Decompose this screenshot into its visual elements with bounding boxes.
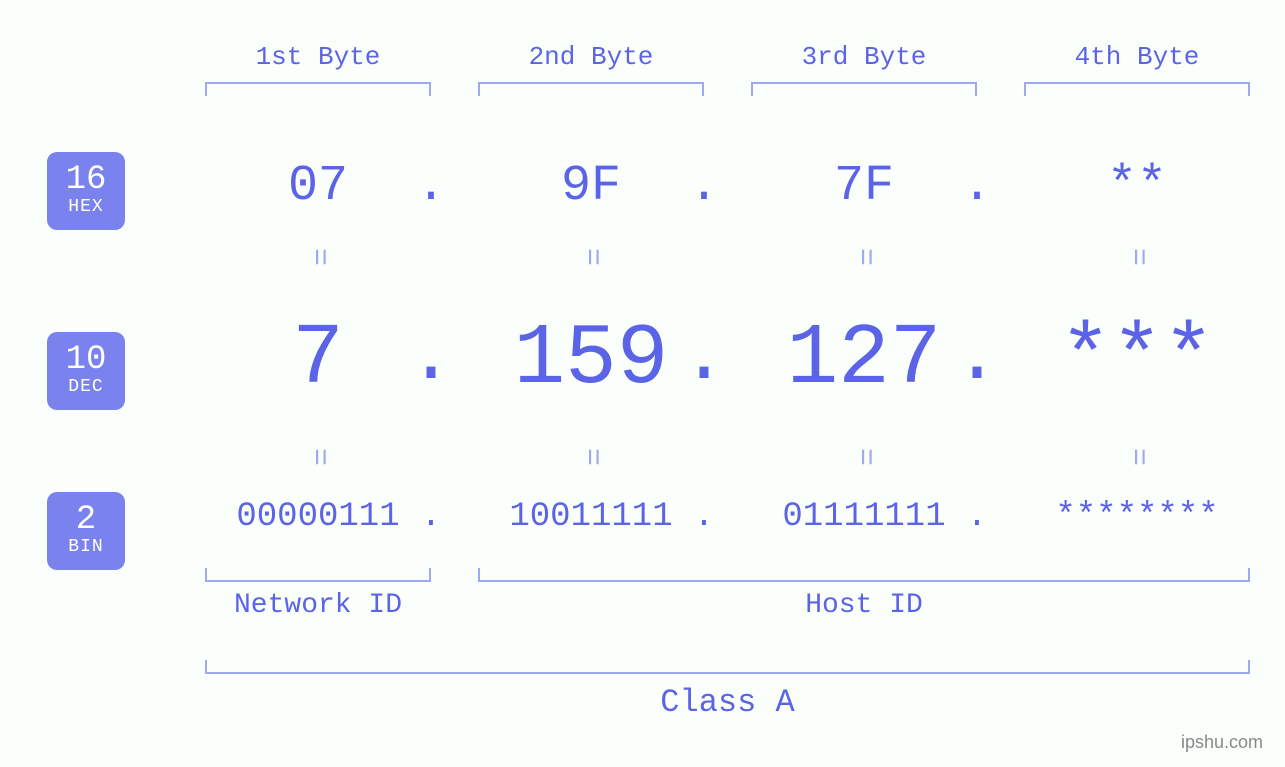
hex-byte-3: 7F xyxy=(751,158,977,215)
network-bracket xyxy=(205,568,431,582)
dec-byte-3: 127 xyxy=(751,310,977,408)
ip-diagram: 1st Byte 2nd Byte 3rd Byte 4th Byte 16 H… xyxy=(0,0,1285,767)
eq-hex-dec-4: = xyxy=(1120,242,1154,272)
eq-dec-bin-1: = xyxy=(301,442,335,472)
hex-dot-2: . xyxy=(684,158,724,215)
byte-header-1: 1st Byte xyxy=(205,42,431,72)
dec-dot-2: . xyxy=(679,314,729,402)
dec-dot-3: . xyxy=(952,314,1002,402)
base-badge-dec: 10 DEC xyxy=(47,332,125,410)
bin-dot-3: . xyxy=(962,498,992,536)
bin-dot-1: . xyxy=(416,498,446,536)
byte-header-3: 3rd Byte xyxy=(751,42,977,72)
byte-header-2: 2nd Byte xyxy=(478,42,704,72)
base-num-bin: 2 xyxy=(76,503,96,537)
dec-byte-1: 7 xyxy=(205,310,431,408)
watermark: ipshu.com xyxy=(1181,732,1263,753)
hex-dot-3: . xyxy=(957,158,997,215)
byte-header-4: 4th Byte xyxy=(1024,42,1250,72)
eq-hex-dec-1: = xyxy=(301,242,335,272)
bin-byte-4: ******** xyxy=(1024,498,1250,536)
hex-byte-2: 9F xyxy=(478,158,704,215)
top-bracket-1 xyxy=(205,82,431,96)
base-num-dec: 10 xyxy=(66,343,107,377)
base-name-bin: BIN xyxy=(68,537,103,559)
dec-byte-4: *** xyxy=(1024,310,1250,408)
class-bracket xyxy=(205,660,1250,674)
dec-dot-1: . xyxy=(406,314,456,402)
hex-byte-4: ** xyxy=(1024,158,1250,215)
bin-byte-3: 01111111 xyxy=(751,498,977,536)
host-bracket xyxy=(478,568,1250,582)
base-name-dec: DEC xyxy=(68,377,103,399)
eq-dec-bin-3: = xyxy=(847,442,881,472)
base-badge-bin: 2 BIN xyxy=(47,492,125,570)
dec-byte-2: 159 xyxy=(478,310,704,408)
top-bracket-2 xyxy=(478,82,704,96)
eq-dec-bin-4: = xyxy=(1120,442,1154,472)
eq-hex-dec-3: = xyxy=(847,242,881,272)
top-bracket-4 xyxy=(1024,82,1250,96)
class-label: Class A xyxy=(205,684,1250,721)
eq-dec-bin-2: = xyxy=(574,442,608,472)
base-name-hex: HEX xyxy=(68,197,103,219)
eq-hex-dec-2: = xyxy=(574,242,608,272)
base-num-hex: 16 xyxy=(66,163,107,197)
bin-dot-2: . xyxy=(689,498,719,536)
bin-byte-2: 10011111 xyxy=(478,498,704,536)
host-label: Host ID xyxy=(478,590,1250,621)
base-badge-hex: 16 HEX xyxy=(47,152,125,230)
network-label: Network ID xyxy=(205,590,431,621)
top-bracket-3 xyxy=(751,82,977,96)
bin-byte-1: 00000111 xyxy=(205,498,431,536)
hex-byte-1: 07 xyxy=(205,158,431,215)
hex-dot-1: . xyxy=(411,158,451,215)
